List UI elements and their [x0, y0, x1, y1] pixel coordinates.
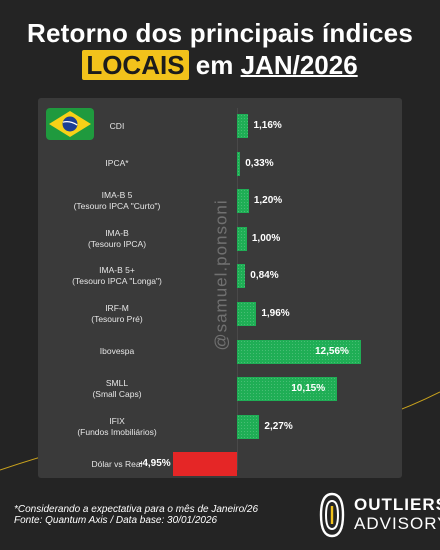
page-title-line1: Retorno dos principais índices [27, 18, 413, 48]
outliers-logo-icon [319, 492, 345, 538]
bar [237, 114, 249, 138]
category-label: IRF-M (Tesouro Pré) [91, 303, 143, 324]
bar [237, 339, 361, 364]
category-label: IMA-B (Tesouro IPCA) [87, 227, 147, 249]
page-title-line2: LOCAIS em JAN/2026 [0, 50, 440, 81]
data-label: 1,20% [253, 195, 283, 207]
brand-line2: ADVISORY [354, 514, 440, 533]
footnote: *Considerando a expectativa para o mês d… [14, 504, 258, 526]
bar [237, 151, 241, 176]
bar [237, 189, 249, 214]
title-highlight: LOCAIS [82, 50, 189, 80]
brand-logo: OUTLIERS ADVISORY [316, 492, 440, 538]
footnote-line2: Fonte: Quantum Axis / Data base: 30/01/2… [14, 515, 218, 526]
data-label: -4,95% [139, 458, 171, 470]
bar [237, 226, 247, 251]
watermark: @samuel.ponsoni [208, 195, 236, 355]
data-label: 10,15% [291, 383, 326, 395]
title-period: JAN/2026 [240, 50, 358, 80]
data-label: 1,00% [251, 232, 281, 244]
title-mid: em [188, 50, 241, 80]
data-label: 2,27% [264, 420, 293, 432]
brazil-flag-icon [46, 108, 94, 140]
chart-panel [38, 98, 402, 478]
data-label: 12,56% [315, 345, 349, 357]
bar [237, 414, 260, 439]
brand-line1: OUTLIERS [354, 495, 440, 514]
bar [237, 264, 246, 289]
bar [237, 377, 338, 402]
watermark-text: @samuel.ponsoni [212, 199, 231, 351]
zero-axis-line [237, 108, 238, 470]
footnote-line1: *Considerando a expectativa para o mês d… [14, 504, 259, 515]
bar [173, 452, 237, 477]
category-label: CDI [109, 120, 125, 131]
category-label: Ibovespa [99, 346, 135, 357]
category-label: IPCA* [105, 158, 129, 169]
category-label: IMA-B 5+ (Tesouro IPCA "Longa") [72, 265, 162, 287]
category-label: IFIX (Fundos Imobiliários) [77, 415, 157, 437]
bar [237, 302, 257, 326]
data-label: 1,16% [253, 120, 282, 131]
data-label: 0,33% [245, 157, 274, 169]
data-label: 1,96% [261, 308, 290, 319]
category-label: IMA-B 5 (Tesouro IPCA "Curto") [73, 190, 161, 212]
category-label: SMLL (Small Caps) [92, 378, 142, 400]
data-label: 0,84% [250, 270, 279, 282]
category-label: Dólar vs Real [91, 458, 143, 469]
